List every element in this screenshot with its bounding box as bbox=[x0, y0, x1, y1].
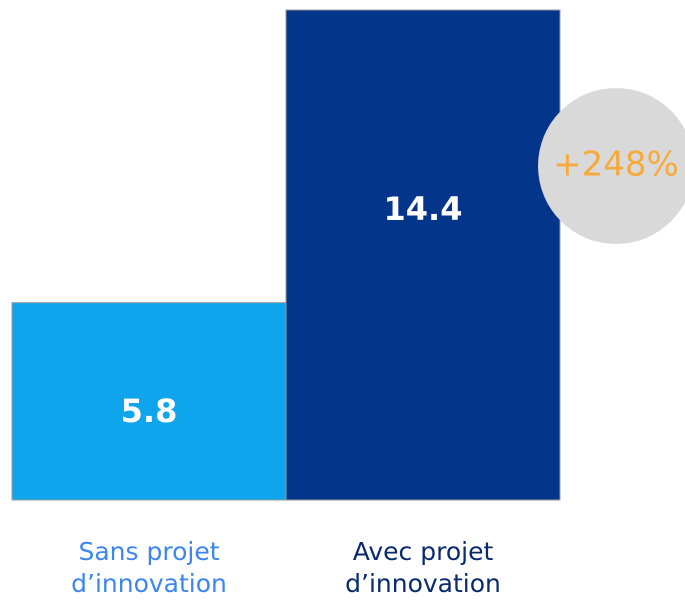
bar bbox=[285, 9, 561, 501]
annotation-circle bbox=[538, 88, 685, 244]
value-label: 14.4 bbox=[384, 190, 463, 228]
category-label: Sans projet d’innovation bbox=[71, 537, 227, 598]
category-label: Avec projet d’innovation bbox=[345, 537, 501, 598]
annotation: +248% bbox=[553, 145, 679, 185]
bar bbox=[11, 302, 287, 501]
value-label: 5.8 bbox=[121, 392, 178, 430]
